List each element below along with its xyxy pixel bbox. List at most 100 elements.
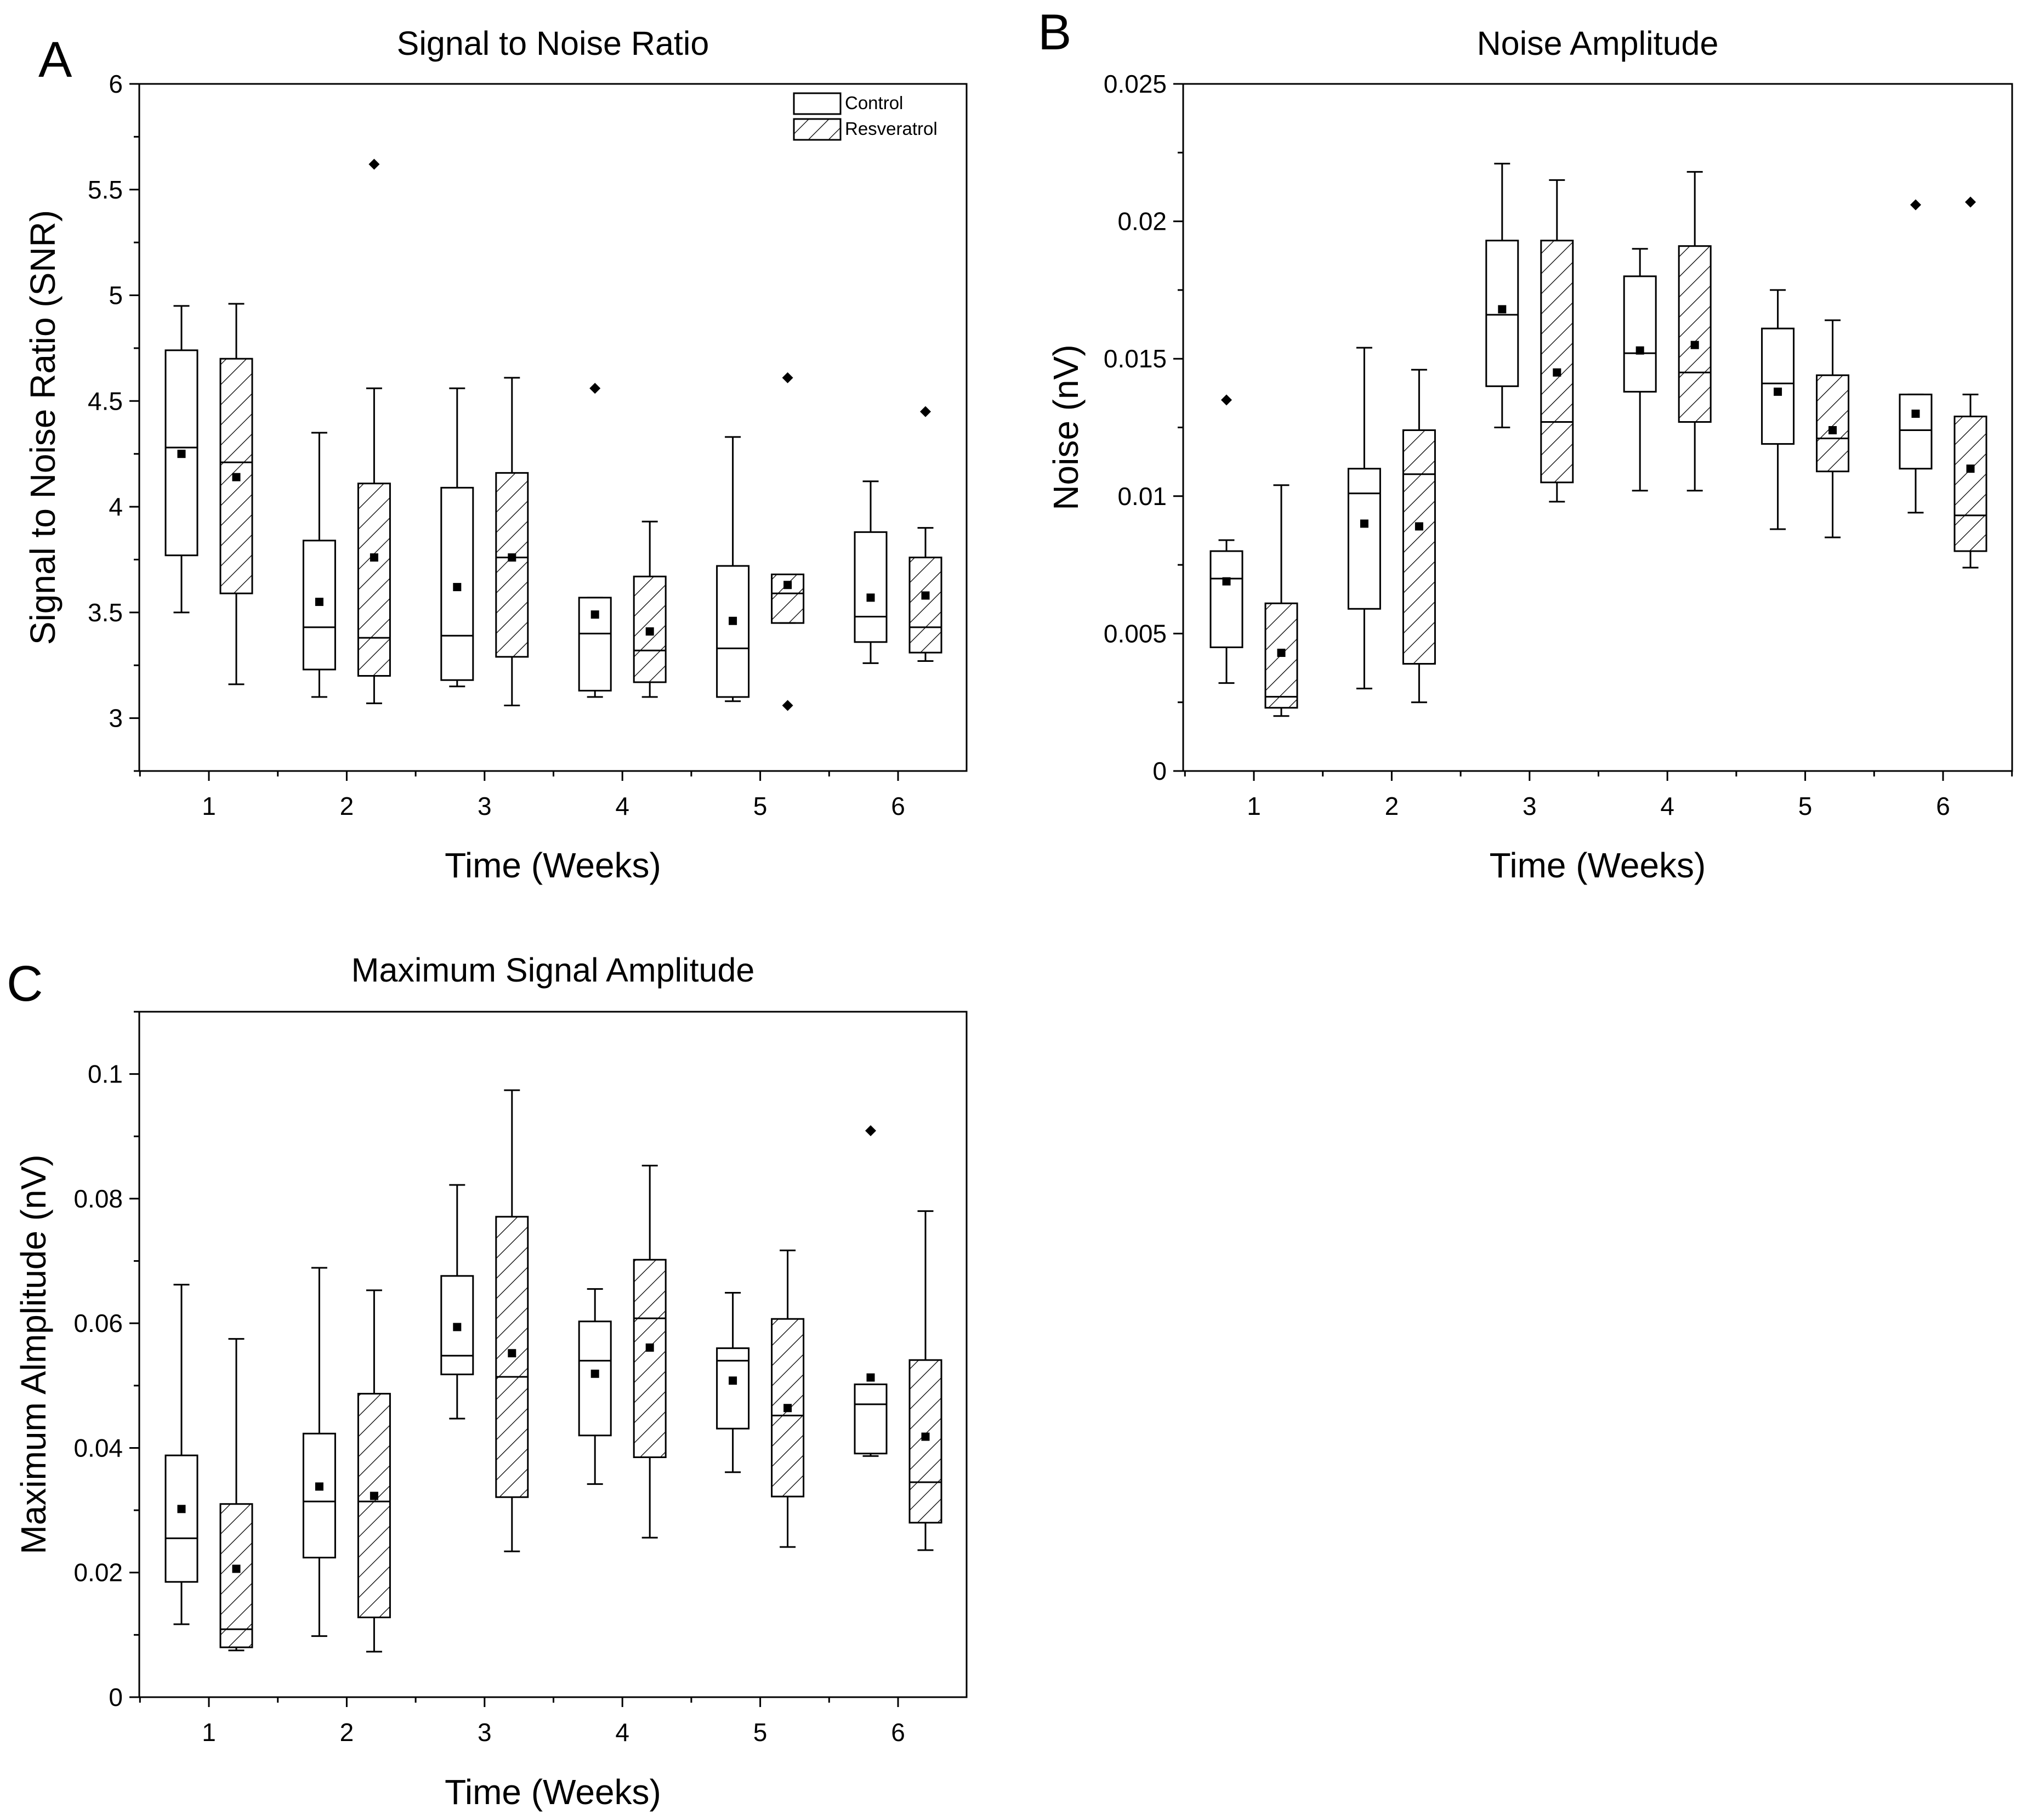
box-week-3 bbox=[1540, 179, 1574, 503]
mean-marker bbox=[1911, 409, 1920, 418]
mean-marker bbox=[1277, 648, 1286, 657]
x-tick-label: 1 bbox=[202, 1718, 216, 1747]
mean-marker bbox=[315, 598, 323, 606]
y-tick-label: 6 bbox=[109, 70, 123, 98]
box-week-1 bbox=[164, 305, 198, 614]
box-iqr bbox=[357, 483, 391, 677]
mean-marker bbox=[232, 1564, 241, 1573]
x-tick-label: 2 bbox=[340, 792, 354, 820]
outlier-marker bbox=[368, 158, 380, 170]
series-control bbox=[164, 1125, 888, 1637]
box-week-1 bbox=[1209, 394, 1243, 684]
mean-marker bbox=[1222, 577, 1231, 586]
box-week-3 bbox=[1485, 162, 1519, 428]
mean-marker bbox=[453, 583, 462, 592]
box-week-6 bbox=[1953, 196, 1987, 569]
box-week-2 bbox=[357, 158, 391, 705]
plot-frame bbox=[1182, 83, 2013, 772]
series-resveratrol bbox=[219, 158, 942, 711]
mean-marker bbox=[921, 1432, 930, 1441]
panel-c: C Maximum Signal Amplitude Time (Weeks) Max… bbox=[7, 951, 968, 1812]
box-iqr bbox=[1402, 429, 1436, 665]
mean-marker bbox=[1498, 305, 1507, 314]
box-week-6 bbox=[908, 1210, 942, 1551]
box-iqr bbox=[578, 1320, 612, 1437]
box-week-2 bbox=[302, 1267, 336, 1637]
mean-marker bbox=[866, 1373, 875, 1382]
box-iqr bbox=[1816, 374, 1850, 473]
x-tick-label: 2 bbox=[340, 1718, 354, 1747]
mean-marker bbox=[729, 616, 737, 625]
x-tick-label: 5 bbox=[753, 1718, 768, 1747]
mean-marker bbox=[921, 591, 930, 600]
mean-marker bbox=[590, 610, 599, 619]
box-iqr bbox=[633, 1258, 667, 1458]
mean-marker bbox=[590, 1369, 599, 1378]
mean-marker bbox=[783, 1404, 792, 1413]
box-iqr bbox=[771, 1318, 805, 1498]
mean-marker bbox=[1415, 522, 1423, 531]
mean-marker bbox=[370, 553, 378, 562]
y-tick-label: 0.02 bbox=[1117, 207, 1167, 236]
outlier-marker bbox=[920, 406, 931, 417]
legend-swatch bbox=[793, 92, 842, 115]
x-tick-label: 6 bbox=[1936, 792, 1950, 820]
box-week-3 bbox=[440, 387, 474, 688]
x-tick-label: 4 bbox=[1660, 792, 1674, 820]
mean-marker bbox=[370, 1492, 378, 1500]
outlier-marker bbox=[1965, 196, 1976, 208]
mean-marker bbox=[1360, 519, 1368, 528]
x-tick-label: 4 bbox=[615, 1718, 629, 1747]
legend-swatch bbox=[793, 118, 842, 141]
y-axis-label: Signal to Noise Ratio (SNR) bbox=[23, 210, 63, 645]
mean-marker bbox=[1690, 341, 1699, 349]
box-week-6 bbox=[854, 480, 888, 664]
box-iqr bbox=[1953, 415, 1987, 552]
x-tick-label: 5 bbox=[1798, 792, 1813, 820]
y-tick-label: 0 bbox=[109, 1683, 123, 1711]
box-week-4 bbox=[1678, 171, 1712, 492]
box-iqr bbox=[1899, 393, 1933, 470]
box-week-4 bbox=[578, 383, 612, 698]
outlier-marker bbox=[865, 1125, 876, 1137]
mean-marker bbox=[645, 1343, 654, 1352]
box-week-3 bbox=[495, 1089, 529, 1552]
box-iqr bbox=[495, 472, 529, 658]
plot-frame bbox=[138, 1011, 968, 1698]
x-tick-label: 1 bbox=[1247, 792, 1261, 820]
box-iqr bbox=[854, 1384, 888, 1455]
box-week-5 bbox=[771, 1249, 805, 1548]
y-tick-label: 0.08 bbox=[73, 1184, 123, 1213]
y-tick-label: 0.04 bbox=[73, 1433, 123, 1462]
mean-marker bbox=[1774, 387, 1782, 396]
box-week-2 bbox=[357, 1289, 391, 1653]
box-iqr bbox=[1761, 327, 1795, 445]
mean-marker bbox=[866, 593, 875, 602]
box-week-6 bbox=[908, 406, 942, 662]
chart-title: Maximum Signal Amplitude bbox=[351, 951, 755, 989]
mean-marker bbox=[645, 627, 654, 636]
box-week-2 bbox=[302, 432, 336, 698]
mean-marker bbox=[1553, 368, 1561, 377]
outlier-marker bbox=[782, 372, 793, 383]
box-week-5 bbox=[1816, 319, 1850, 538]
legend-label: Control bbox=[845, 93, 903, 113]
box-week-6 bbox=[1899, 199, 1933, 514]
y-tick-label: 0.005 bbox=[1104, 619, 1167, 648]
box-iqr bbox=[716, 1347, 750, 1430]
y-tick-label: 4.5 bbox=[88, 387, 123, 415]
box-week-1 bbox=[164, 1284, 198, 1625]
panel-letter: A bbox=[38, 32, 72, 88]
panel-a: A Signal to Noise Ratio Time (Weeks) Signal… bbox=[23, 25, 968, 885]
box-week-4 bbox=[1623, 248, 1657, 492]
mean-marker bbox=[1828, 426, 1837, 435]
box-iqr bbox=[219, 1503, 253, 1648]
mean-marker bbox=[783, 581, 792, 589]
y-tick-label: 0.02 bbox=[73, 1558, 123, 1587]
x-tick-label: 4 bbox=[615, 792, 629, 820]
series-control bbox=[164, 305, 888, 702]
y-tick-label: 3 bbox=[109, 704, 123, 733]
box-iqr bbox=[302, 540, 336, 671]
y-tick-label: 5 bbox=[109, 281, 123, 310]
box-iqr bbox=[1347, 468, 1381, 610]
